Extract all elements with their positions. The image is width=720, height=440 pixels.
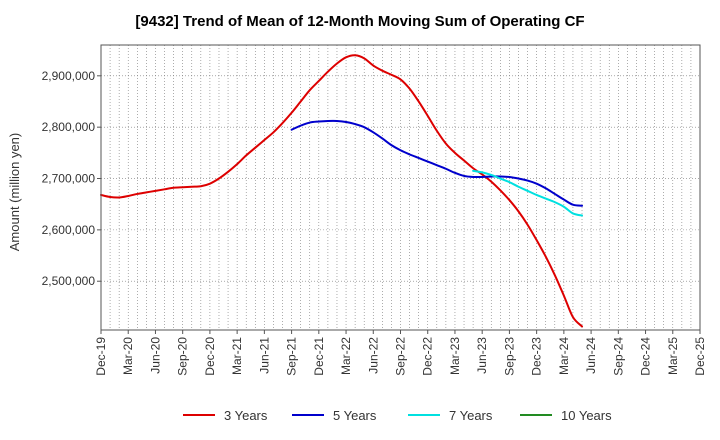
x-tick-label: Jun-23 [475, 337, 489, 374]
x-tick-label: Dec-19 [94, 337, 108, 376]
x-tick-label: Mar-21 [230, 337, 244, 375]
chart-title: [9432] Trend of Mean of 12-Month Moving … [135, 13, 584, 30]
x-tick-label: Dec-20 [203, 337, 217, 376]
legend-label-7-years: 7 Years [449, 408, 493, 423]
x-tick-label: Dec-25 [693, 337, 707, 376]
legend-label-5-years: 5 Years [333, 408, 377, 423]
legend-label-3-years: 3 Years [224, 408, 268, 423]
y-tick-label: 2,500,000 [42, 274, 96, 288]
x-tick-label: Dec-24 [639, 337, 653, 376]
x-tick-label: Sep-20 [176, 337, 190, 376]
x-tick-label: Sep-24 [611, 337, 625, 376]
x-tick-label: Jun-24 [584, 337, 598, 374]
x-tick-label: Dec-22 [421, 337, 435, 376]
series-line-5-years [290, 119, 584, 207]
series-line-3-years [100, 54, 584, 328]
y-tick-label: 2,700,000 [42, 172, 96, 186]
x-tick-label: Mar-20 [121, 337, 135, 375]
y-axis-ticks: 2,500,000 2,600,000 2,700,000 2,800,000 2,90… [42, 69, 101, 288]
legend-label-10-years: 10 Years [561, 408, 612, 423]
x-tick-label: Mar-23 [448, 337, 462, 375]
grid [101, 45, 700, 330]
y-tick-label: 2,800,000 [42, 120, 96, 134]
y-tick-label: 2,900,000 [42, 69, 96, 83]
y-axis-label: Amount (million yen) [7, 133, 22, 252]
x-tick-label: Dec-21 [312, 337, 326, 376]
y-tick-label: 2,600,000 [42, 223, 96, 237]
x-tick-label: Sep-23 [502, 337, 516, 376]
x-tick-label: Sep-21 [285, 337, 299, 376]
series-lines [100, 54, 584, 328]
series-line-7-years [472, 169, 584, 217]
x-tick-label: Mar-24 [557, 337, 571, 375]
x-tick-label: Mar-25 [666, 337, 680, 375]
legend: 3 Years 5 Years 7 Years 10 Years [183, 408, 612, 423]
x-tick-label: Mar-22 [339, 337, 353, 375]
x-axis-ticks: Dec-19 Mar-20 Jun-20 Sep-20 Dec-20 Mar-21 Jun-… [94, 330, 707, 376]
x-tick-label: Sep-22 [394, 337, 408, 376]
x-tick-label: Dec-23 [530, 337, 544, 376]
x-tick-label: Jun-22 [366, 337, 380, 374]
x-tick-label: Jun-20 [148, 337, 162, 374]
x-tick-label: Jun-21 [257, 337, 271, 374]
